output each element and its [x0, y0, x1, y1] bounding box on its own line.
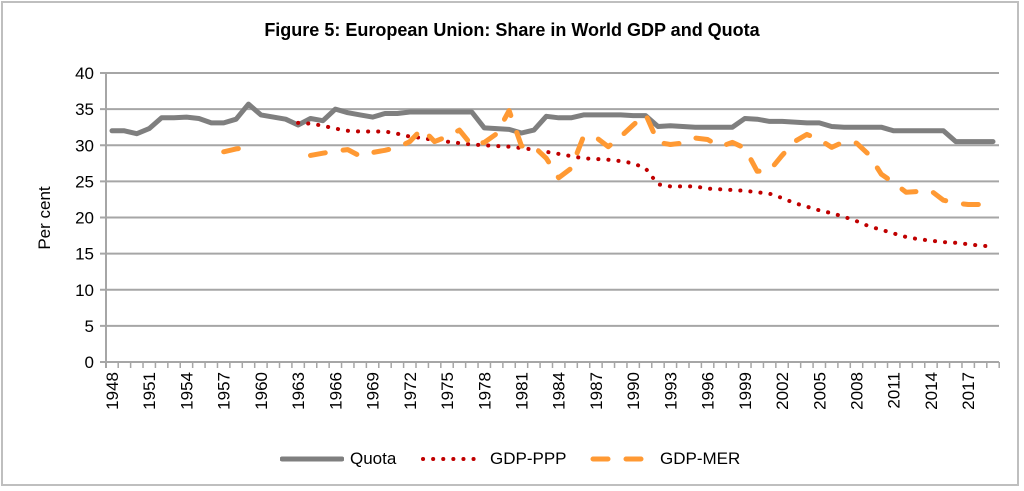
y-tick-label: 25 [75, 172, 94, 191]
x-tick-label: 1969 [364, 372, 383, 410]
legend-swatch-gdp-ppp [421, 457, 484, 461]
x-tick-label: 1999 [736, 372, 755, 410]
series-lines [109, 101, 996, 249]
x-tick-label: 1957 [215, 372, 234, 410]
y-tick-label: 30 [75, 136, 94, 155]
x-tick-label: 1963 [289, 372, 308, 410]
legend-label-gdp-ppp: GDP-PPP [490, 449, 567, 468]
chart-title: Figure 5: European Union: Share in World… [264, 20, 760, 40]
y-tick-labels: 0 5 10 15 20 25 30 35 40 [75, 64, 94, 372]
axes [105, 73, 1000, 368]
x-tick-label: 1966 [326, 372, 345, 410]
x-tick-label: 1981 [512, 372, 531, 410]
legend-label-quota: Quota [350, 449, 397, 468]
x-tick-label: 1978 [475, 372, 494, 410]
legend-label-gdp-mer: GDP-MER [660, 449, 741, 468]
x-tick-label: 1954 [177, 372, 196, 410]
x-tick-label: 2017 [959, 372, 978, 410]
y-tick-label: 0 [85, 353, 94, 372]
y-axis-title: Per cent [35, 186, 54, 250]
series-line-gdp-ppp [296, 120, 995, 249]
legend-swatch-gdp-mer [590, 456, 654, 462]
x-tick-label: 1993 [661, 372, 680, 410]
x-tick-label: 1996 [699, 372, 718, 410]
x-tick-labels: 1948 1951 1954 1957 1960 1963 1966 1969 1972 1975… [103, 372, 978, 410]
x-tick-label: 2011 [885, 372, 904, 409]
gridlines [100, 72, 999, 363]
y-tick-label: 5 [85, 317, 94, 336]
x-tick-label: 1960 [252, 372, 271, 410]
x-tick-label: 1984 [550, 372, 569, 410]
x-tick-label: 1987 [587, 372, 606, 410]
series-line-quota [109, 101, 996, 145]
y-tick-label: 20 [75, 209, 94, 228]
x-tick-label: 2002 [773, 372, 792, 410]
x-tick-label: 2014 [922, 372, 941, 410]
x-tick-label: 1948 [103, 372, 122, 410]
legend-swatch-quota [280, 456, 344, 462]
y-tick-label: 10 [75, 281, 94, 300]
series-line-gdp-mer [308, 108, 996, 215]
x-tick-label: 2005 [810, 372, 829, 410]
x-tick-label: 1972 [401, 372, 420, 410]
legend-item-gdp-ppp: GDP-PPP [420, 444, 567, 474]
legend: Quota GDP-PPP GDP-MER [0, 444, 1024, 474]
legend-item-gdp-mer: GDP-MER [590, 444, 740, 474]
x-tick-label: 1990 [624, 372, 643, 410]
x-tick-label: 2008 [848, 372, 867, 410]
y-tick-label: 15 [75, 245, 94, 264]
y-tick-label: 35 [75, 100, 94, 119]
x-tick-label: 1951 [140, 372, 159, 410]
legend-item-quota: Quota [280, 444, 396, 474]
series-line-gdp-mer [221, 144, 251, 155]
x-tick-label: 1975 [438, 372, 457, 410]
y-tick-label: 40 [75, 64, 94, 83]
